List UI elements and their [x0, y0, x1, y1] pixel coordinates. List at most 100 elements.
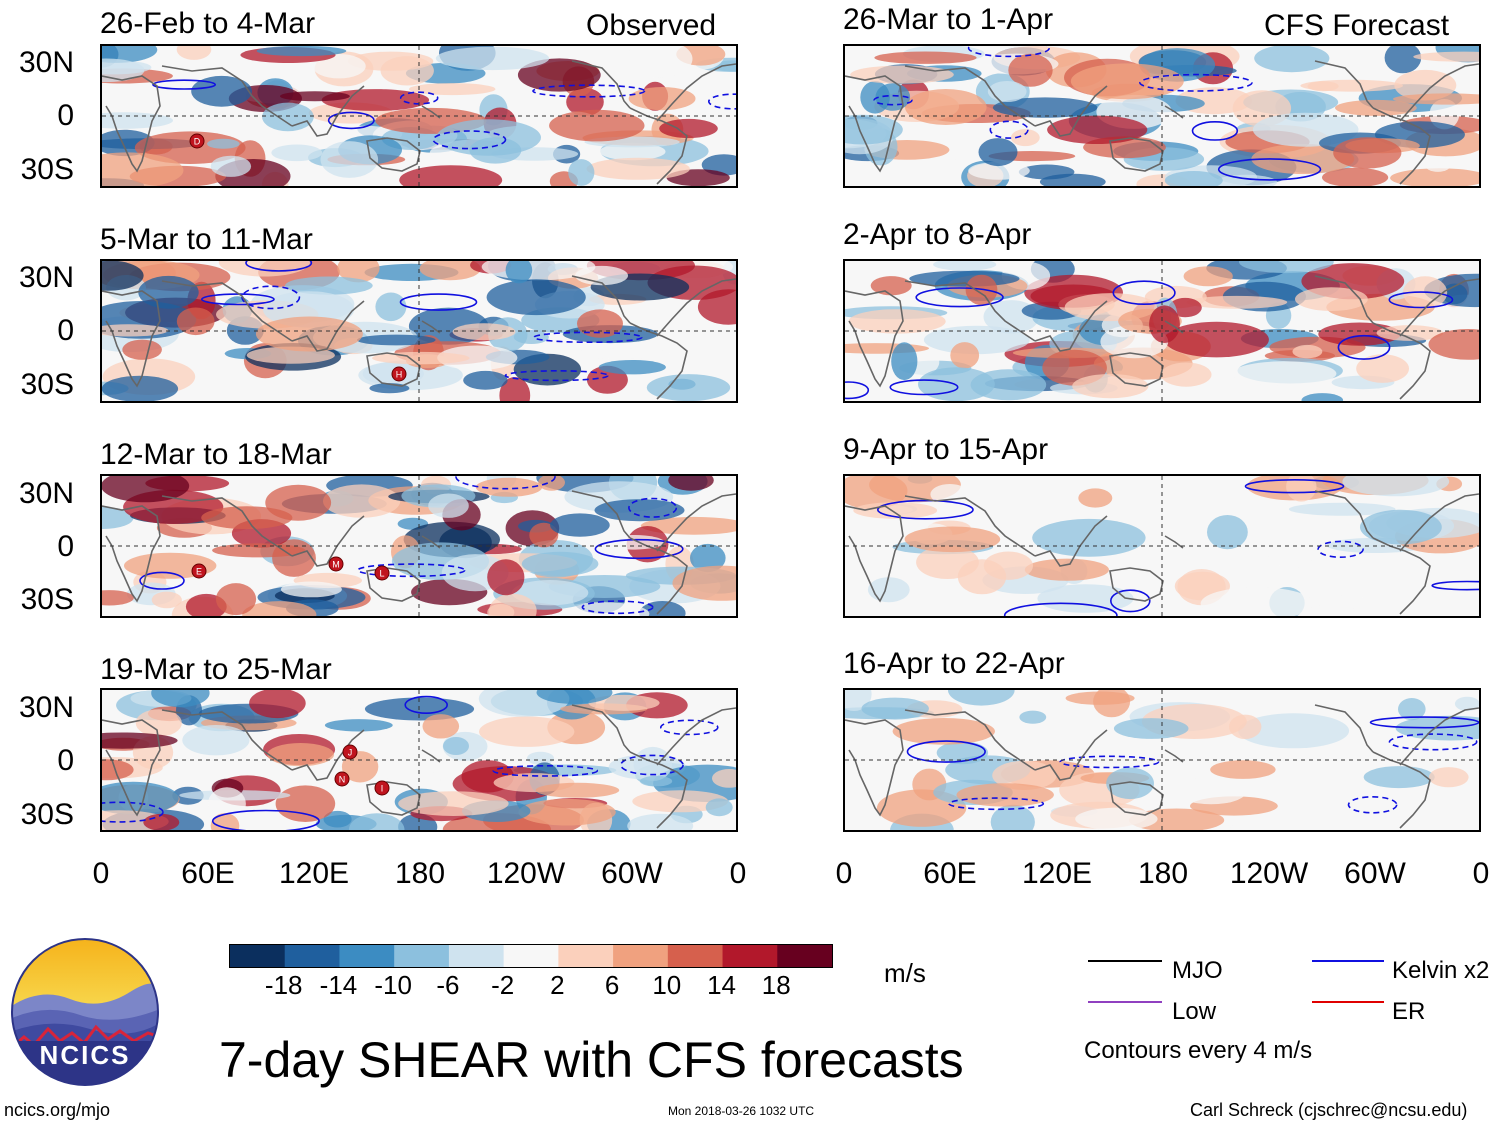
- shear-anomaly: [529, 522, 559, 548]
- shear-anomaly: [1254, 46, 1330, 73]
- coastline: [102, 75, 161, 173]
- storm-label: N: [339, 775, 346, 785]
- shear-anomaly: [249, 690, 306, 719]
- legend-label-mjo: MJO: [1172, 957, 1223, 984]
- kelvin-contour: [889, 379, 959, 396]
- shear-anomaly: [848, 309, 946, 334]
- colorbar-tick-label: -18: [264, 970, 303, 1000]
- kelvin-contour: [1317, 540, 1364, 559]
- shear-anomaly: [521, 551, 599, 576]
- shear-anomaly: [151, 690, 210, 708]
- kelvin-contour: [139, 571, 185, 590]
- y-label-30n: 30N: [18, 691, 74, 724]
- coastline: [571, 275, 631, 324]
- shear-anomaly: [1295, 287, 1368, 311]
- logo-text: NCICS: [39, 1040, 131, 1070]
- kelvin-contour: [581, 600, 654, 615]
- shear-anomaly: [599, 142, 666, 161]
- shear-anomaly: [1318, 322, 1401, 346]
- shear-anomaly: [375, 292, 407, 322]
- shear-anomaly: [487, 604, 515, 616]
- coastline: [1314, 704, 1374, 753]
- shear-anomaly: [1229, 714, 1262, 739]
- shear-field: H: [102, 261, 736, 401]
- map-panel-forecast-2: [843, 259, 1481, 403]
- shear-anomaly: [1413, 51, 1479, 62]
- shear-anomaly: [1018, 164, 1075, 180]
- shear-anomaly: [556, 602, 650, 616]
- x-label-120e: 120E: [278, 857, 350, 890]
- shear-anomaly: [1288, 502, 1396, 516]
- shear-anomaly: [1164, 321, 1269, 358]
- storm-marker: E: [191, 563, 207, 579]
- shear-anomaly: [1210, 760, 1276, 779]
- kelvin-contour: [327, 111, 375, 130]
- coastline: [629, 107, 688, 185]
- shear-anomaly: [102, 46, 158, 63]
- coastline: [1109, 352, 1164, 387]
- storm-marker: D: [189, 133, 205, 149]
- shear-anomaly: [1070, 63, 1184, 100]
- colorbar-bin: [448, 945, 505, 967]
- panel-title-fc-1: 26-Mar to 1-Apr: [843, 3, 1054, 36]
- coastline: [656, 63, 736, 122]
- x-label-180: 180: [394, 857, 446, 890]
- shear-anomaly: [102, 476, 190, 503]
- author-credit: Carl Schreck (cjschrec@ncsu.edu): [1190, 1100, 1468, 1120]
- shear-anomaly: [1376, 325, 1444, 341]
- kelvin-contour: [1369, 716, 1479, 729]
- shear-anomaly: [443, 737, 469, 755]
- shear-anomaly: [1183, 266, 1233, 287]
- x-label-0-end: 0: [1472, 857, 1490, 890]
- x-label-120w: 120W: [486, 857, 566, 890]
- shear-anomaly: [668, 476, 714, 491]
- coastline: [1372, 322, 1431, 400]
- x-label-120e: 120E: [1021, 857, 1093, 890]
- map-panel-observed-4: J N I: [100, 688, 738, 832]
- colorbar-bin: [613, 945, 669, 967]
- shear-anomaly: [892, 718, 995, 745]
- y-label-0: 0: [57, 99, 74, 132]
- shear-anomaly: [535, 782, 620, 798]
- x-label-60e: 60E: [181, 857, 235, 890]
- shear-anomaly: [870, 276, 912, 296]
- shear-field: [845, 476, 1479, 616]
- shear-anomaly: [452, 323, 516, 341]
- shear-anomaly: [1239, 261, 1334, 274]
- kelvin-contour: [492, 765, 599, 777]
- panel-title-fc-3: 9-Apr to 15-Apr: [843, 433, 1049, 466]
- kelvin-contour: [399, 293, 478, 311]
- y-label-30n: 30N: [18, 477, 74, 510]
- observed-label: Observed: [586, 9, 717, 42]
- kelvin-contour: [152, 79, 217, 90]
- kelvin-contour: [1109, 589, 1151, 613]
- coastline: [1109, 781, 1164, 816]
- colorbar-bin: [284, 945, 340, 967]
- legend-swatch-low: [1088, 1001, 1162, 1003]
- shear-anomaly: [672, 565, 736, 601]
- website-link[interactable]: ncics.org/mjo: [4, 1100, 111, 1120]
- shear-anomaly: [285, 276, 373, 295]
- kelvin-contour: [708, 93, 736, 110]
- kelvin-contour: [948, 797, 1045, 811]
- coastline: [656, 493, 736, 552]
- shear-anomaly: [1300, 79, 1403, 92]
- shear-anomaly: [176, 46, 212, 60]
- shear-anomaly: [176, 307, 215, 336]
- y-label-0: 0: [57, 530, 74, 563]
- coastline: [366, 567, 421, 602]
- coastline: [629, 322, 688, 400]
- colorbar-bin: [667, 945, 724, 967]
- coastline: [421, 749, 441, 763]
- coastline: [904, 709, 1036, 771]
- shear-anomaly: [586, 157, 690, 180]
- storm-label: H: [396, 370, 403, 380]
- shear-anomaly: [705, 798, 733, 817]
- kelvin-contour: [915, 287, 1004, 308]
- coastline: [1314, 60, 1374, 109]
- coastline: [1372, 751, 1431, 829]
- legend-label-kelvin: Kelvin x2: [1392, 957, 1490, 984]
- coastline: [845, 505, 904, 603]
- shear-anomaly: [1428, 329, 1479, 360]
- coastline: [102, 719, 161, 817]
